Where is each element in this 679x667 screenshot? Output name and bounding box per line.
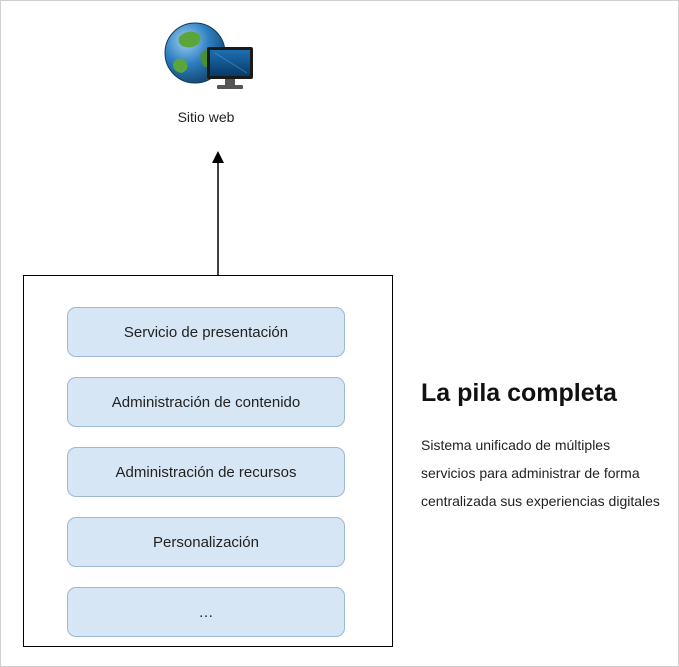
service-label: Administración de recursos [116,464,297,481]
stack-title: La pila completa [421,379,617,408]
service-presentation: Servicio de presentación [67,307,345,357]
service-label: Administración de contenido [112,394,300,411]
service-ellipsis: … [67,587,345,637]
service-resource-admin: Administración de recursos [67,447,345,497]
service-label: Servicio de presentación [124,324,288,341]
globe-monitor-icon [159,19,259,99]
stack-description: Sistema unificado de múltiples servicios… [421,431,661,515]
service-label: … [199,604,214,621]
arrow-up [208,151,228,281]
service-label: Personalización [153,534,259,551]
website-label: Sitio web [131,109,281,125]
diagram-canvas: Sitio web Servicio de presentación Admin… [0,0,679,667]
service-personalization: Personalización [67,517,345,567]
service-content-admin: Administración de contenido [67,377,345,427]
